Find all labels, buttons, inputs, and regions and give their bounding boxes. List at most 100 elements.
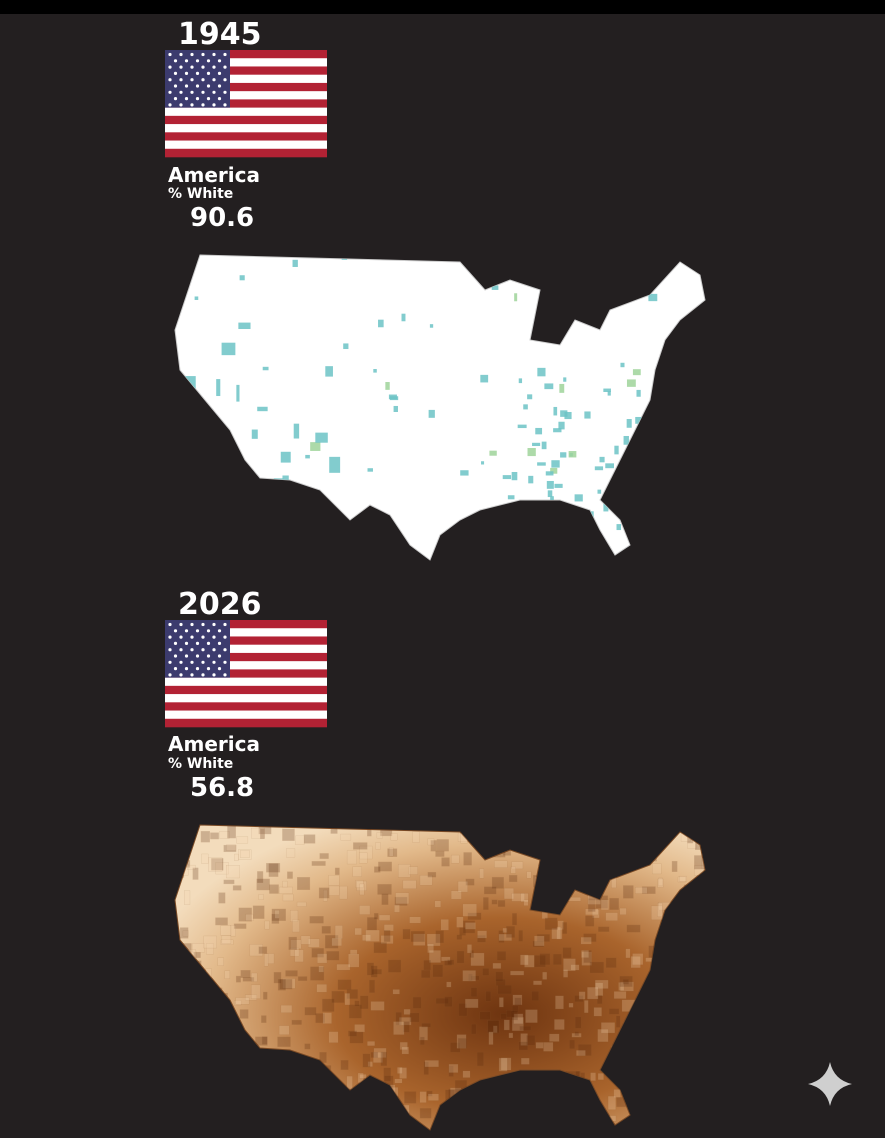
- county-patch: [378, 861, 392, 872]
- county-patch: [581, 950, 589, 958]
- county-patch: [256, 878, 270, 891]
- county-patch: [539, 527, 548, 536]
- county-patch: [328, 875, 340, 886]
- county-patch: [511, 471, 518, 481]
- county-patch: [245, 913, 254, 922]
- county-patch: [239, 1009, 249, 1019]
- county-patch: [504, 842, 514, 848]
- county-patch: [300, 935, 311, 945]
- county-patch: [491, 899, 498, 905]
- county-patch: [427, 871, 437, 878]
- county-patch: [271, 908, 286, 921]
- county-patch: [242, 1128, 254, 1130]
- county-patch: [535, 826, 547, 836]
- county-patch: [251, 827, 265, 839]
- county-patch: [359, 883, 365, 896]
- county-patch: [257, 406, 268, 412]
- county-patch: [511, 893, 525, 902]
- county-patch: [522, 1077, 531, 1086]
- county-patch: [359, 845, 373, 860]
- county-patch: [697, 436, 701, 443]
- county-patch: [534, 935, 545, 947]
- county-patch: [583, 862, 591, 872]
- county-patch: [367, 468, 373, 472]
- county-patch: [175, 443, 190, 453]
- county-patch: [502, 843, 512, 856]
- county-patch: [481, 461, 485, 465]
- county-patch: [263, 1069, 277, 1077]
- county-patch: [183, 1108, 198, 1117]
- county-patch: [219, 1019, 230, 1034]
- county-patch: [633, 503, 641, 509]
- county-patch: [565, 835, 573, 850]
- county-patch: [366, 962, 375, 976]
- county-patch: [193, 952, 201, 958]
- county-patch: [674, 1098, 687, 1110]
- county-patch: [560, 410, 568, 417]
- county-patch: [329, 456, 341, 473]
- county-patch: [395, 1012, 402, 1026]
- county-patch: [234, 1000, 242, 1006]
- county-patch: [657, 902, 663, 918]
- county-patch: [312, 1069, 326, 1077]
- county-patch: [328, 1031, 339, 1043]
- county-patch: [190, 1000, 204, 1009]
- county-patch: [691, 911, 705, 919]
- county-patch: [657, 878, 664, 888]
- county-patch: [242, 977, 255, 982]
- county-patch: [227, 825, 236, 839]
- county-patch: [207, 1008, 212, 1022]
- county-patch: [264, 953, 269, 967]
- county-patch: [636, 536, 643, 544]
- county-patch: [409, 916, 421, 924]
- county-patch: [432, 964, 444, 978]
- county-patch: [426, 933, 441, 947]
- county-patch: [552, 1127, 558, 1130]
- county-patch: [281, 1118, 290, 1130]
- county-patch: [592, 909, 600, 919]
- county-patch: [597, 1073, 604, 1081]
- county-patch: [476, 1052, 484, 1067]
- county-patch: [324, 935, 339, 949]
- county-patch: [371, 969, 382, 975]
- county-patch: [348, 1092, 355, 1106]
- county-patch: [494, 825, 507, 835]
- county-patch: [526, 1106, 531, 1112]
- county-patch: [560, 452, 567, 458]
- county-patch: [197, 1034, 203, 1048]
- county-patch: [575, 1016, 582, 1029]
- county-patch: [462, 920, 476, 934]
- county-patch: [512, 913, 518, 926]
- county-patch: [373, 942, 387, 954]
- county-patch: [297, 976, 308, 981]
- county-patch: [450, 1100, 457, 1112]
- county-patch: [220, 925, 232, 936]
- county-patch: [580, 936, 592, 945]
- county-patch: [293, 423, 300, 439]
- county-patch: [492, 1025, 498, 1033]
- county-patch: [402, 1021, 410, 1033]
- county-patch: [526, 1035, 536, 1046]
- county-patch: [181, 376, 196, 391]
- county-patch: [603, 388, 611, 392]
- county-patch: [218, 1059, 226, 1074]
- county-patch: [381, 893, 389, 905]
- county-patch: [489, 450, 497, 456]
- county-patch: [523, 517, 533, 524]
- county-patch: [666, 482, 671, 488]
- county-patch: [597, 489, 602, 494]
- county-patch: [538, 1112, 548, 1124]
- county-patch: [263, 991, 268, 1000]
- county-patch: [525, 1009, 538, 1024]
- county-patch: [606, 840, 613, 853]
- county-patch: [365, 929, 380, 942]
- county-patch: [491, 876, 504, 889]
- county-patch: [479, 1113, 490, 1119]
- county-patch: [644, 1003, 650, 1016]
- county-patch: [658, 515, 664, 523]
- county-patch: [610, 827, 620, 836]
- county-patch: [636, 389, 641, 397]
- county-patch: [403, 1008, 411, 1015]
- county-patch: [620, 981, 634, 992]
- county-patch: [700, 1050, 705, 1064]
